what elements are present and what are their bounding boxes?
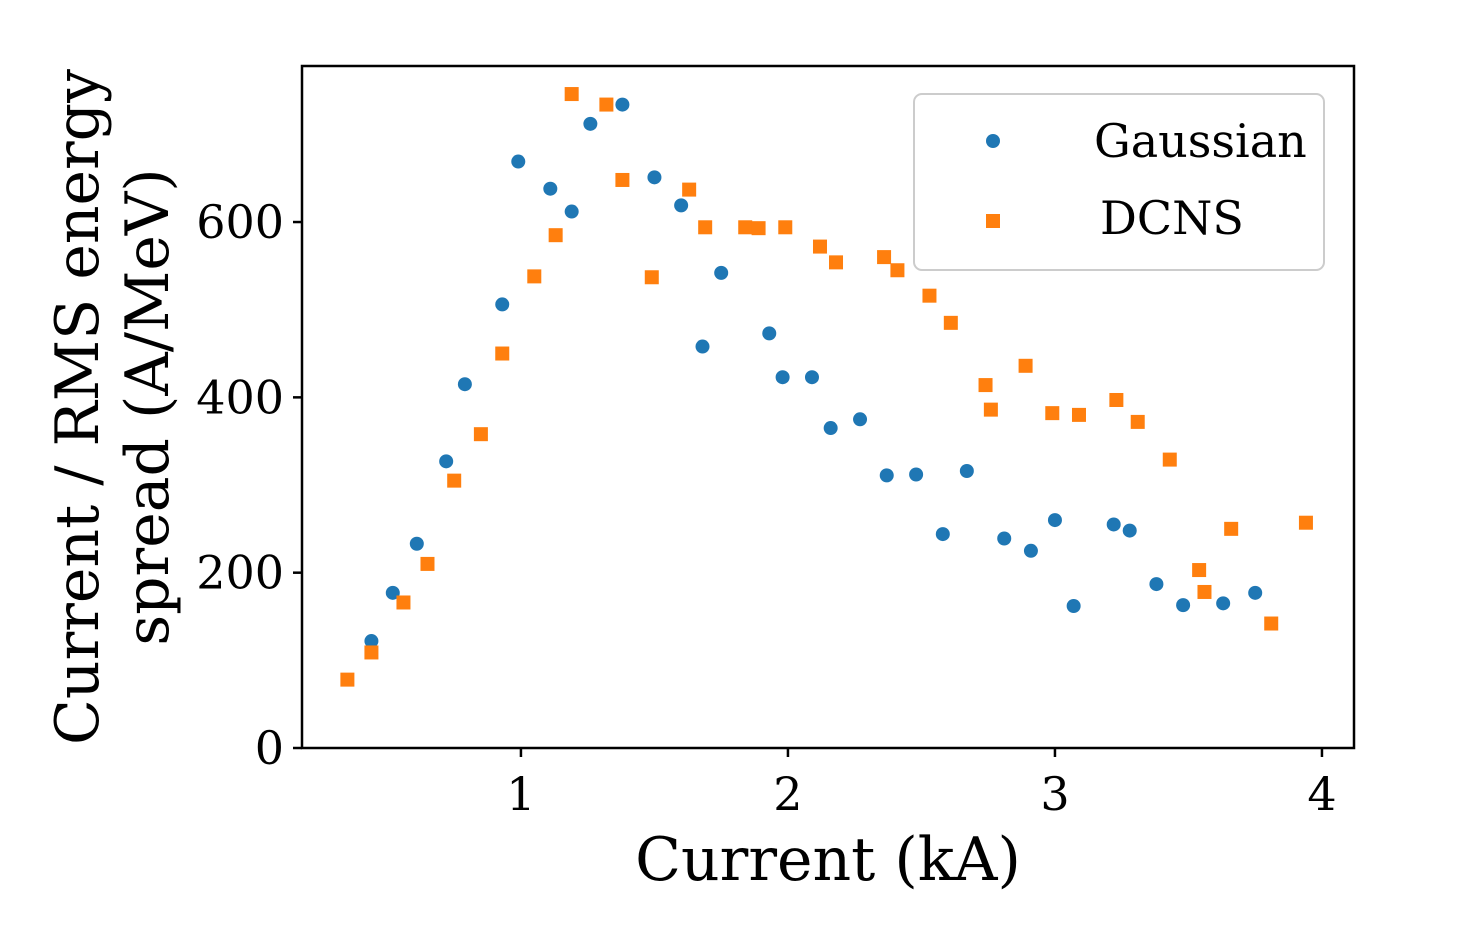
data-point-dcns: [615, 172, 630, 187]
data-point-dcns: [1162, 452, 1177, 467]
y-axis-title-line1: Current / RMS energy: [43, 69, 113, 745]
data-point-gaussian: [615, 97, 630, 112]
data-point-gaussian: [695, 339, 710, 354]
data-point-dcns: [340, 672, 355, 687]
data-point-gaussian: [439, 454, 454, 469]
data-point-dcns: [682, 182, 697, 197]
data-point-gaussian: [775, 370, 790, 385]
legend-label-dcns: DCNS: [1100, 191, 1244, 245]
data-point-dcns: [983, 402, 998, 417]
plot-area-frame: [300, 64, 1356, 750]
x-axis-ticks: 1 2 3 4: [506, 748, 1337, 821]
data-point-dcns: [1045, 406, 1060, 421]
y-tick-label: 600: [196, 195, 284, 249]
data-point-dcns: [877, 250, 892, 265]
data-point-gaussian: [1248, 585, 1263, 600]
legend-label-gaussian: Gaussian: [1094, 114, 1307, 168]
data-point-dcns: [778, 220, 793, 235]
x-tick-label: 2: [773, 767, 802, 821]
data-point-gaussian: [1149, 577, 1164, 592]
data-point-gaussian: [1216, 596, 1231, 611]
data-point-dcns: [396, 595, 411, 610]
data-point-gaussian: [583, 116, 598, 131]
data-point-gaussian: [879, 468, 894, 483]
data-point-dcns: [420, 556, 435, 571]
data-point-dcns: [447, 473, 462, 488]
data-point-gaussian: [997, 531, 1012, 546]
data-point-dcns: [1130, 414, 1145, 429]
data-point-dcns: [978, 378, 993, 393]
data-point-gaussian: [674, 198, 689, 213]
data-point-gaussian: [543, 181, 558, 196]
data-point-gaussian: [1066, 598, 1081, 613]
data-point-gaussian: [935, 527, 950, 542]
data-point-dcns: [698, 220, 713, 235]
data-point-dcns: [1109, 392, 1124, 407]
data-point-gaussian: [1047, 513, 1062, 528]
data-point-gaussian: [647, 170, 662, 185]
data-point-gaussian: [1023, 543, 1038, 558]
data-point-dcns: [751, 221, 766, 236]
data-point-dcns: [1071, 407, 1086, 422]
data-marks: [340, 87, 1313, 687]
data-point-dcns: [1018, 358, 1033, 373]
legend-frame: [913, 93, 1325, 271]
data-point-dcns: [943, 315, 958, 330]
data-point-dcns: [1197, 584, 1212, 599]
data-point-gaussian: [364, 634, 379, 649]
x-tick-label: 3: [1040, 767, 1069, 821]
data-point-dcns: [738, 220, 753, 235]
data-point-gaussian: [959, 463, 974, 478]
x-tick-label: 4: [1307, 767, 1336, 821]
data-point-dcns: [564, 87, 579, 102]
data-point-dcns: [364, 645, 379, 660]
data-point-dcns: [922, 288, 937, 303]
data-point-gaussian: [714, 265, 729, 280]
data-point-dcns: [890, 263, 905, 278]
data-point-gaussian: [804, 370, 819, 385]
y-axis-title-line2: spread (A/MeV): [113, 168, 183, 645]
data-point-dcns: [1192, 563, 1207, 578]
data-point-gaussian: [823, 421, 838, 436]
y-tick-label: 200: [196, 546, 284, 600]
legend-marker-dcns: [986, 214, 1000, 228]
data-point-gaussian: [1122, 523, 1137, 538]
data-point-gaussian: [1176, 598, 1191, 613]
data-point-gaussian: [853, 412, 868, 427]
data-point-gaussian: [457, 377, 472, 392]
legend: Gaussian DCNS: [913, 93, 1325, 271]
y-tick-label: 0: [255, 721, 284, 775]
data-point-dcns: [599, 97, 614, 112]
data-point-dcns: [829, 255, 844, 270]
legend-marker-gaussian: [986, 134, 1000, 148]
data-point-dcns: [1298, 515, 1313, 530]
data-point-dcns: [527, 269, 542, 284]
data-point-gaussian: [409, 536, 424, 551]
x-tick-label: 1: [506, 767, 535, 821]
data-point-dcns: [1264, 616, 1279, 631]
data-point-gaussian: [909, 467, 924, 482]
y-axis-ticks: 0 200 400 600: [196, 195, 302, 775]
data-point-gaussian: [511, 154, 526, 169]
data-point-dcns: [495, 346, 510, 361]
data-point-dcns: [644, 270, 659, 285]
x-axis-title: Current (kA): [635, 825, 1021, 895]
data-point-gaussian: [385, 585, 400, 600]
data-point-gaussian: [1106, 517, 1121, 532]
y-tick-label: 400: [196, 370, 284, 424]
data-point-gaussian: [564, 204, 579, 219]
data-point-dcns: [1224, 521, 1239, 536]
data-point-dcns: [548, 228, 563, 243]
data-point-dcns: [812, 239, 827, 254]
data-point-gaussian: [762, 326, 777, 341]
data-point-dcns: [473, 427, 488, 442]
data-point-gaussian: [495, 297, 510, 312]
